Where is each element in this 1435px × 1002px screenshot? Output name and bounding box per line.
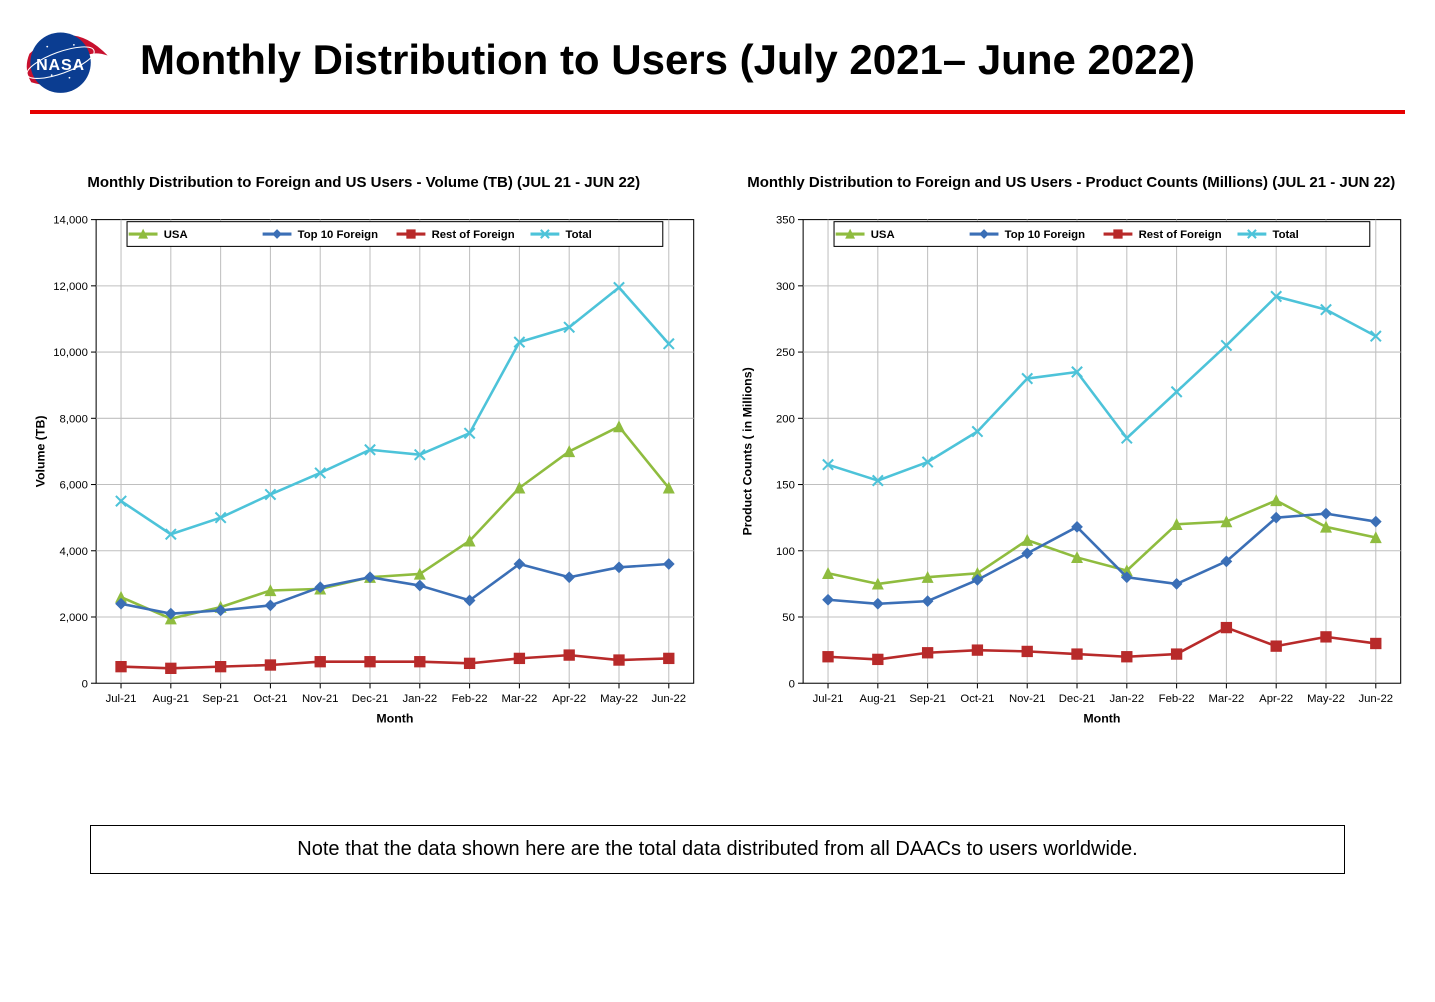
svg-text:Total: Total xyxy=(565,229,591,241)
svg-text:Top 10 Foreign: Top 10 Foreign xyxy=(297,229,377,241)
footnote: Note that the data shown here are the to… xyxy=(90,825,1345,874)
svg-text:0: 0 xyxy=(789,678,795,690)
svg-text:Apr-22: Apr-22 xyxy=(552,693,586,705)
svg-text:12,000: 12,000 xyxy=(53,281,88,293)
svg-text:Aug-21: Aug-21 xyxy=(860,693,897,705)
products-chart: 0 50 100 150 200 250 300 350 Jul-21 Aug-21 Sep-21 O… xyxy=(731,199,1411,745)
svg-text:100: 100 xyxy=(776,546,795,558)
svg-text:Volume (TB): Volume (TB) xyxy=(33,415,47,487)
products-chart-block: Monthly Distribution to Foreign and US U… xyxy=(731,174,1411,745)
svg-text:200: 200 xyxy=(776,413,795,425)
svg-text:Top 10 Foreign: Top 10 Foreign xyxy=(1005,229,1085,241)
svg-text:Jul-21: Jul-21 xyxy=(105,693,136,705)
svg-text:Total: Total xyxy=(1273,229,1299,241)
svg-text:Dec-21: Dec-21 xyxy=(1059,693,1096,705)
svg-text:Apr-22: Apr-22 xyxy=(1259,693,1293,705)
svg-text:Rest of Foreign: Rest of Foreign xyxy=(1139,229,1222,241)
svg-text:Oct-21: Oct-21 xyxy=(253,693,287,705)
volume-chart-title: Monthly Distribution to Foreign and US U… xyxy=(24,174,704,191)
svg-text:Aug-21: Aug-21 xyxy=(152,693,189,705)
svg-text:50: 50 xyxy=(783,612,796,624)
svg-text:USA: USA xyxy=(163,229,187,241)
svg-text:Mar-22: Mar-22 xyxy=(1209,693,1245,705)
products-chart-title: Monthly Distribution to Foreign and US U… xyxy=(731,174,1411,191)
svg-text:8,000: 8,000 xyxy=(59,413,87,425)
svg-text:250: 250 xyxy=(776,347,795,359)
nasa-logo: NASA xyxy=(20,20,110,100)
svg-text:4,000: 4,000 xyxy=(59,546,87,558)
svg-text:350: 350 xyxy=(776,215,795,227)
svg-text:Jan-22: Jan-22 xyxy=(1110,693,1145,705)
svg-text:Month: Month xyxy=(1084,711,1121,725)
svg-text:Jul-21: Jul-21 xyxy=(813,693,844,705)
svg-text:14,000: 14,000 xyxy=(53,215,88,227)
svg-text:10,000: 10,000 xyxy=(53,347,88,359)
svg-text:Jun-22: Jun-22 xyxy=(1359,693,1394,705)
svg-text:2,000: 2,000 xyxy=(59,612,87,624)
svg-text:Sep-21: Sep-21 xyxy=(202,693,239,705)
svg-text:Month: Month xyxy=(376,711,413,725)
svg-text:Sep-21: Sep-21 xyxy=(910,693,947,705)
svg-text:Jun-22: Jun-22 xyxy=(651,693,686,705)
volume-chart-block: Monthly Distribution to Foreign and US U… xyxy=(24,174,704,745)
page-title: Monthly Distribution to Users (July 2021… xyxy=(140,36,1195,84)
svg-text:0: 0 xyxy=(81,678,87,690)
svg-text:May-22: May-22 xyxy=(1307,693,1345,705)
svg-text:Jan-22: Jan-22 xyxy=(402,693,437,705)
svg-text:6,000: 6,000 xyxy=(59,480,87,492)
svg-text:Nov-21: Nov-21 xyxy=(1009,693,1046,705)
svg-text:USA: USA xyxy=(871,229,895,241)
svg-text:Mar-22: Mar-22 xyxy=(501,693,537,705)
svg-text:Rest of Foreign: Rest of Foreign xyxy=(431,229,514,241)
svg-text:Oct-21: Oct-21 xyxy=(961,693,995,705)
svg-text:300: 300 xyxy=(776,281,795,293)
svg-text:NASA: NASA xyxy=(36,57,85,74)
svg-text:Product Counts ( in Millions): Product Counts ( in Millions) xyxy=(741,367,755,535)
svg-text:150: 150 xyxy=(776,480,795,492)
svg-text:Nov-21: Nov-21 xyxy=(302,693,339,705)
svg-text:Feb-22: Feb-22 xyxy=(451,693,487,705)
header-divider xyxy=(30,110,1405,114)
svg-text:Dec-21: Dec-21 xyxy=(351,693,388,705)
svg-text:Feb-22: Feb-22 xyxy=(1159,693,1195,705)
svg-text:May-22: May-22 xyxy=(600,693,638,705)
volume-chart: 0 2,000 4,000 6,000 8,000 10,000 12,000 14,000 J… xyxy=(24,199,704,745)
